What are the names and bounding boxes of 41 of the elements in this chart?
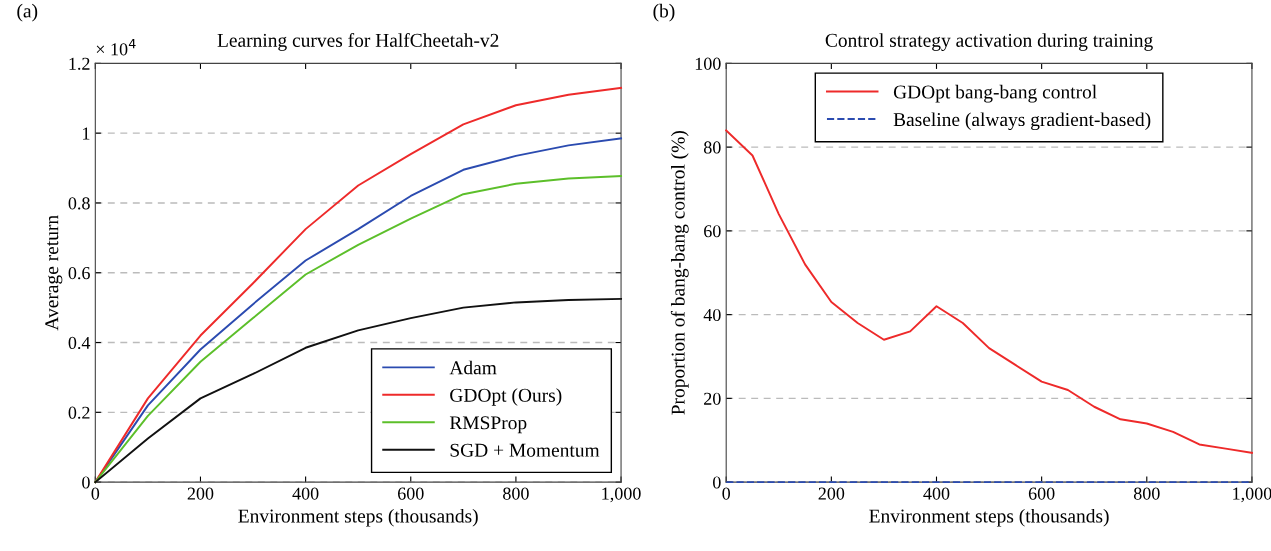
line-series (725, 129, 1253, 454)
chart-title: Learning curves for HalfCheetah-v2 (217, 33, 499, 51)
legend-label: SGD + Momentum (450, 443, 600, 457)
legend-label: Adam (449, 360, 497, 375)
y-tick-label: 1.2 (69, 57, 90, 70)
y-tick-label: 0.8 (68, 197, 90, 210)
y-tick-label: 1 (83, 127, 90, 140)
x-tick-label: 600 (398, 487, 424, 500)
x-tick-label: 1,000 (1233, 487, 1271, 503)
y-tick-label: 0.2 (68, 406, 90, 419)
y-tick-label: 0.4 (68, 336, 91, 350)
y-tick-label: 60 (704, 225, 721, 238)
chart-title: Control strategy activation during training (825, 33, 1153, 51)
legend-label: Baseline (always gradient-based) (893, 112, 1151, 131)
y-axis-title: Proportion of bang-bang control (%) (670, 131, 689, 415)
x-tick-label: 800 (503, 487, 529, 500)
y-tick-label: 0.6 (68, 267, 90, 280)
y-tick-label: 0 (82, 476, 90, 489)
y-tick-label: 40 (703, 308, 721, 322)
x-tick-label: 400 (923, 487, 950, 500)
text: (b) (653, 3, 675, 22)
text: × 10$^{4}$ (96, 39, 136, 56)
text: (a) (17, 3, 38, 22)
y-tick-label: 100 (695, 57, 721, 70)
x-tick-label: 200 (818, 487, 845, 500)
x-axis-title: Environment steps (thousands) (238, 508, 478, 527)
y-axis-title: Average return (45, 215, 63, 331)
legend-label: RMSProp (449, 416, 527, 434)
x-tick-label: 0 (91, 487, 100, 500)
x-tick-label: 0 (722, 487, 731, 500)
x-tick-label: 800 (1133, 487, 1160, 500)
y-tick-label: 20 (704, 392, 721, 405)
legend-label: GDOpt (Ours) (450, 388, 562, 406)
x-tick-label: 400 (292, 487, 319, 500)
x-tick-label: 600 (1028, 487, 1055, 500)
y-tick-label: 80 (703, 141, 721, 154)
legend-label: GDOpt bang-bang control (893, 84, 1097, 103)
x-axis-title: Environment steps (thousands) (869, 508, 1109, 527)
y-tick-label: 0 (713, 476, 721, 489)
x-tick-label: 1,000 (602, 487, 641, 503)
x-tick-label: 200 (187, 487, 214, 500)
